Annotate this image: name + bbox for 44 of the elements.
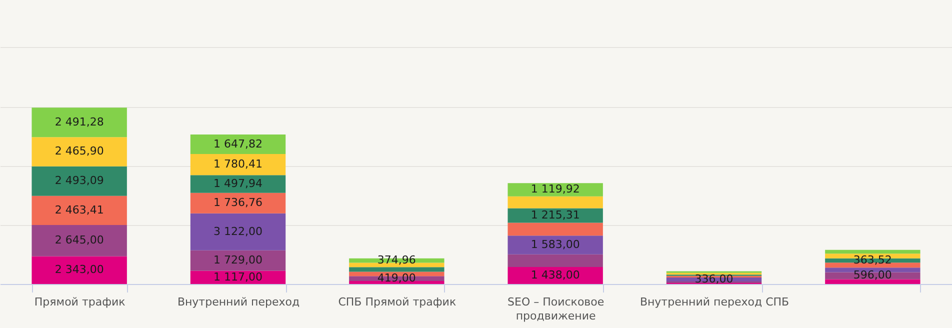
bar — [32, 224, 127, 256]
bar — [32, 256, 127, 284]
bar — [190, 192, 286, 214]
bar — [190, 213, 286, 250]
bar — [508, 183, 603, 196]
bar — [190, 250, 286, 271]
bar — [190, 154, 286, 176]
data-label: 2 343,00 — [54, 263, 104, 276]
data-label: 3 122,00 — [214, 224, 262, 238]
data-label: 1 729,00 — [214, 254, 262, 267]
x-tick-label: Внутренний переход СПБ — [640, 296, 790, 308]
x-tick-label: SEO – Поисковое продвижение — [508, 296, 604, 322]
data-label: 1 117,00 — [214, 270, 262, 284]
data-label: 1 647,82 — [214, 137, 262, 150]
data-label: 2 493,09 — [54, 174, 104, 188]
data-label: 2 465,90 — [54, 144, 104, 158]
data-label: 1 119,92 — [530, 182, 580, 196]
bar — [32, 108, 127, 138]
data-label: 1 736,76 — [214, 196, 262, 210]
data-label: 2 463,41 — [54, 203, 104, 216]
bar — [190, 175, 286, 193]
bar — [508, 236, 603, 254]
bar — [508, 266, 603, 284]
data-label: 2 645,00 — [54, 234, 104, 247]
bar — [32, 196, 127, 225]
bar — [190, 134, 286, 154]
bar — [508, 196, 603, 208]
bar — [825, 279, 920, 284]
x-tick-label: Прямой трафик — [34, 296, 126, 308]
data-label: 1 497,94 — [214, 176, 262, 190]
x-tick-label: СПБ Прямой трафик — [338, 296, 456, 308]
data-label: 1 215,31 — [530, 208, 580, 222]
bar — [349, 267, 444, 272]
x-tick-label: Внутренний переход — [177, 296, 300, 308]
data-label: 1 583,00 — [530, 238, 580, 252]
bar — [32, 166, 127, 196]
data-label: 596,00 — [853, 268, 892, 282]
data-label: 2 491,28 — [54, 115, 104, 128]
bar — [32, 137, 127, 166]
bar — [508, 254, 603, 267]
bar — [825, 250, 920, 254]
data-label: 1 438,00 — [530, 268, 580, 282]
data-label: 1 780,41 — [214, 158, 262, 171]
bar — [508, 222, 603, 236]
